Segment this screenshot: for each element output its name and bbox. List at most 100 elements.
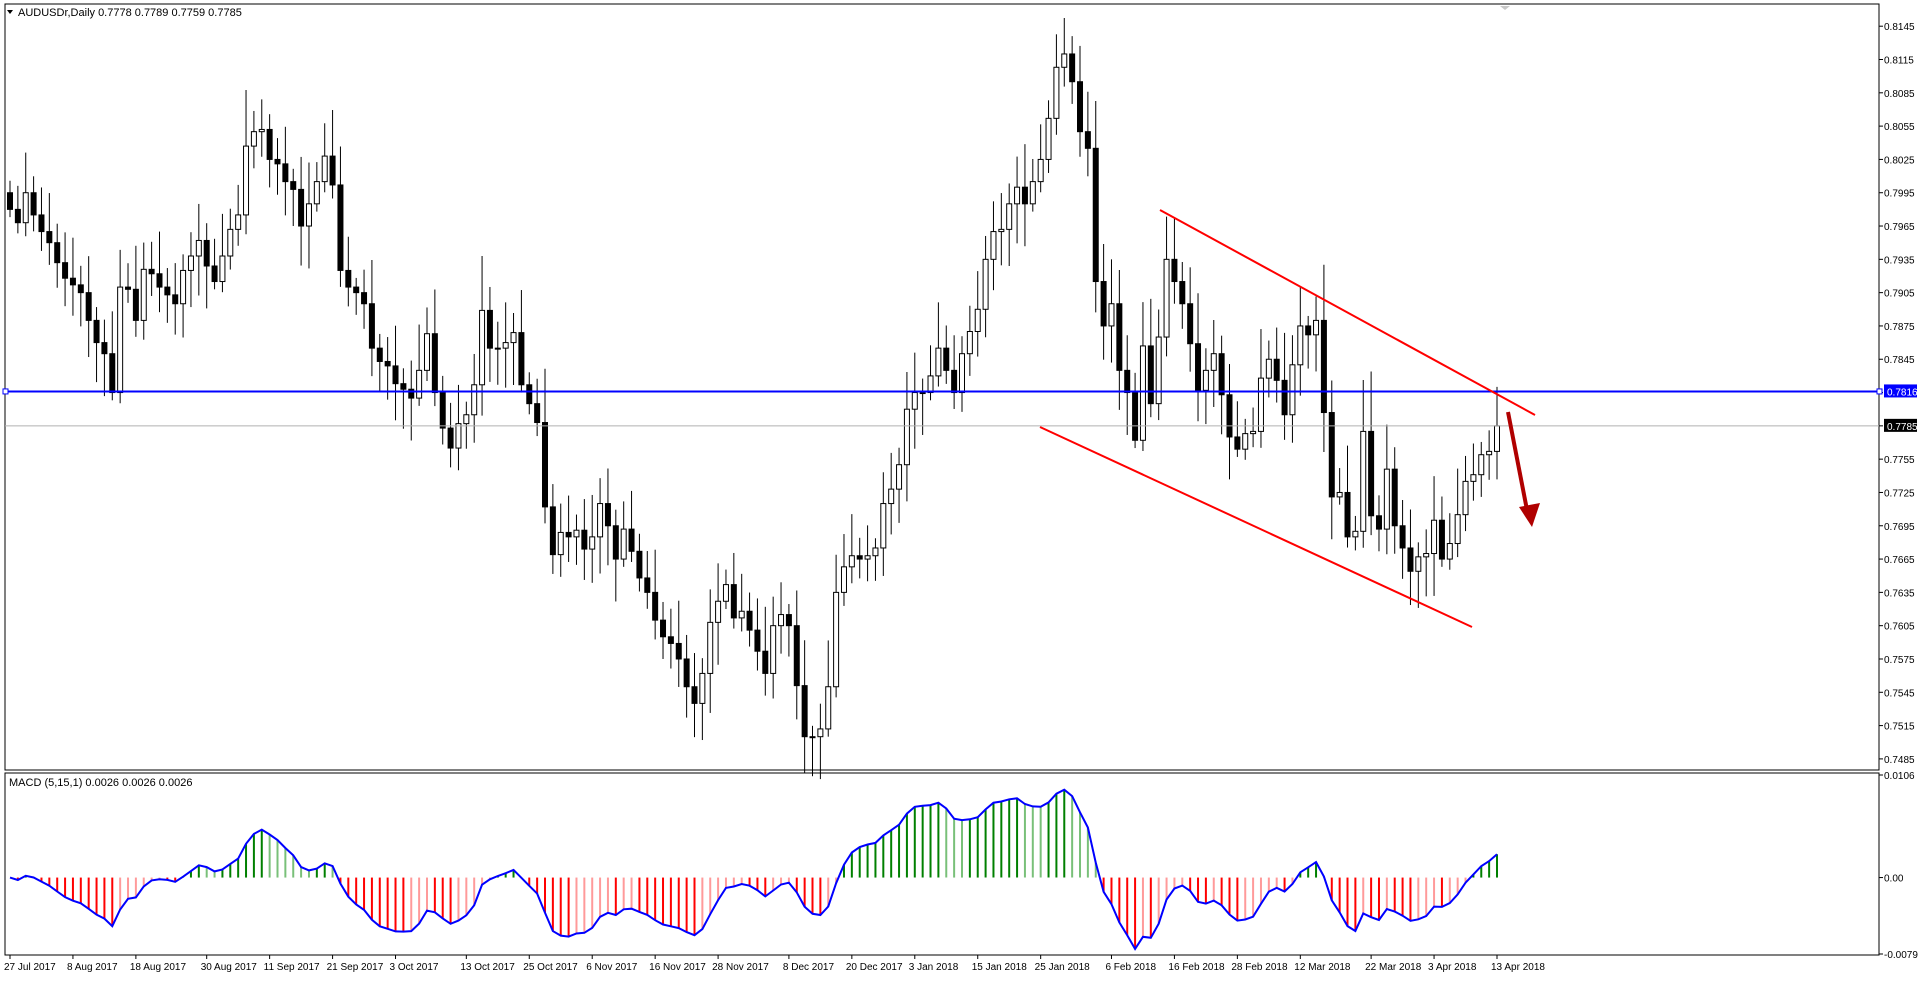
candle[interactable] xyxy=(1470,443,1477,501)
candle[interactable] xyxy=(565,495,572,562)
candle[interactable] xyxy=(30,176,37,232)
candle[interactable] xyxy=(864,525,871,582)
candle[interactable] xyxy=(935,302,942,387)
candle[interactable] xyxy=(534,378,541,437)
candle[interactable] xyxy=(825,640,832,737)
triangle-down-icon[interactable] xyxy=(7,10,13,14)
candle[interactable] xyxy=(581,499,588,580)
candle[interactable] xyxy=(1320,264,1327,453)
candle[interactable] xyxy=(1368,371,1375,536)
candle[interactable] xyxy=(329,110,336,199)
candle[interactable] xyxy=(250,110,257,169)
candle[interactable] xyxy=(1446,513,1453,570)
candle[interactable] xyxy=(1478,441,1485,497)
candle[interactable] xyxy=(180,254,187,338)
candle[interactable] xyxy=(589,494,596,583)
candle[interactable] xyxy=(431,289,438,407)
candle[interactable] xyxy=(486,286,493,382)
candle[interactable] xyxy=(1415,542,1422,608)
candle[interactable] xyxy=(447,402,454,468)
candle[interactable] xyxy=(1344,445,1351,548)
candle[interactable] xyxy=(494,321,501,385)
candle[interactable] xyxy=(1053,34,1060,135)
candle[interactable] xyxy=(644,551,651,609)
candle[interactable] xyxy=(1352,515,1359,551)
candle[interactable] xyxy=(1218,335,1225,435)
candle[interactable] xyxy=(762,606,769,696)
candle[interactable] xyxy=(526,372,533,415)
candle[interactable] xyxy=(313,162,320,212)
candle[interactable] xyxy=(549,484,556,574)
candle[interactable] xyxy=(1431,476,1438,596)
down-arrow-icon[interactable] xyxy=(1506,411,1540,527)
candle[interactable] xyxy=(896,447,903,523)
candle[interactable] xyxy=(730,552,737,629)
candle[interactable] xyxy=(943,325,950,384)
candle[interactable] xyxy=(840,534,847,606)
candle[interactable] xyxy=(1454,468,1461,558)
candle[interactable] xyxy=(227,208,234,270)
candle[interactable] xyxy=(1313,296,1320,372)
candle[interactable] xyxy=(951,335,958,409)
candle[interactable] xyxy=(502,302,509,388)
candle[interactable] xyxy=(321,123,328,193)
candle[interactable] xyxy=(1147,298,1154,418)
candle[interactable] xyxy=(164,268,171,323)
channel-upper-line[interactable] xyxy=(1159,209,1536,416)
candle[interactable] xyxy=(1124,335,1131,435)
candle[interactable] xyxy=(1305,315,1312,369)
candle[interactable] xyxy=(1069,36,1076,104)
candle[interactable] xyxy=(660,601,667,659)
candle[interactable] xyxy=(1399,500,1406,579)
candle[interactable] xyxy=(148,241,155,296)
candle[interactable] xyxy=(1273,327,1280,403)
candle[interactable] xyxy=(1328,380,1335,540)
candle[interactable] xyxy=(400,368,407,429)
candle[interactable] xyxy=(109,311,116,401)
candle[interactable] xyxy=(1037,124,1044,193)
candle[interactable] xyxy=(620,501,627,567)
candle[interactable] xyxy=(604,468,611,566)
candle[interactable] xyxy=(1116,269,1123,410)
candle[interactable] xyxy=(305,162,312,269)
candle[interactable] xyxy=(1423,529,1430,597)
candle[interactable] xyxy=(707,589,714,713)
candle[interactable] xyxy=(1289,335,1296,443)
candle[interactable] xyxy=(54,223,61,288)
candle[interactable] xyxy=(187,232,194,308)
candle[interactable] xyxy=(1045,100,1052,173)
candlestick-series[interactable] xyxy=(7,17,1500,780)
candle[interactable] xyxy=(1029,158,1036,212)
candle[interactable] xyxy=(62,232,69,307)
candle[interactable] xyxy=(7,180,13,218)
candle[interactable] xyxy=(69,237,76,316)
candle[interactable] xyxy=(337,146,344,287)
candle[interactable] xyxy=(652,549,659,640)
candle[interactable] xyxy=(667,608,674,669)
candle[interactable] xyxy=(1257,329,1264,448)
candle[interactable] xyxy=(778,582,785,654)
candle[interactable] xyxy=(274,138,281,195)
candle[interactable] xyxy=(683,634,690,718)
candle[interactable] xyxy=(518,290,525,393)
candle[interactable] xyxy=(1006,183,1013,266)
candle[interactable] xyxy=(85,256,92,358)
candle[interactable] xyxy=(14,185,21,234)
candle[interactable] xyxy=(1179,261,1186,329)
candle[interactable] xyxy=(880,472,887,576)
candle[interactable] xyxy=(1163,216,1170,357)
candle[interactable] xyxy=(219,213,226,293)
candle[interactable] xyxy=(298,156,305,266)
candle[interactable] xyxy=(1100,244,1107,360)
candle[interactable] xyxy=(1250,407,1257,448)
candle[interactable] xyxy=(384,337,391,400)
candle[interactable] xyxy=(455,384,462,471)
candle[interactable] xyxy=(125,263,132,303)
candle[interactable] xyxy=(282,126,289,216)
candle[interactable] xyxy=(1234,401,1241,457)
candle[interactable] xyxy=(361,269,368,329)
candle[interactable] xyxy=(990,201,997,291)
candle[interactable] xyxy=(903,372,910,502)
candle[interactable] xyxy=(1407,509,1414,606)
candle[interactable] xyxy=(675,600,682,687)
